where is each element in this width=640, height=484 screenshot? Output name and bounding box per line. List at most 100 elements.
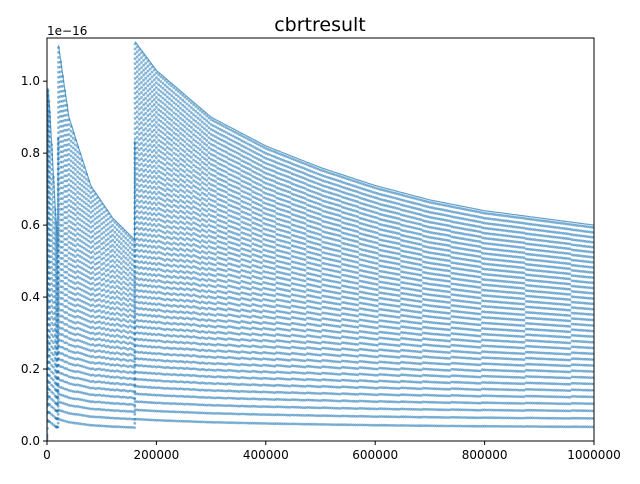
data-point — [144, 168, 148, 172]
data-point — [95, 400, 99, 404]
data-point — [74, 244, 77, 248]
data-point — [61, 372, 64, 376]
data-point — [104, 285, 108, 288]
data-point — [48, 342, 52, 346]
data-point — [78, 157, 82, 161]
data-point — [122, 388, 125, 392]
data-point — [71, 156, 75, 160]
data-point — [74, 178, 77, 181]
data-point — [67, 162, 71, 166]
data-point — [183, 120, 187, 124]
data-point — [67, 362, 71, 365]
data-point — [82, 257, 86, 261]
data-point — [130, 325, 134, 329]
data-point — [71, 315, 75, 318]
data-point — [89, 355, 93, 359]
data-point — [87, 297, 90, 301]
data-point — [74, 271, 77, 275]
data-point — [207, 131, 211, 135]
data-point — [87, 239, 90, 243]
data-point — [67, 278, 71, 282]
data-point — [71, 292, 75, 295]
data-point — [163, 143, 167, 147]
data-point — [150, 105, 154, 108]
data-point — [87, 281, 90, 285]
data-point — [113, 250, 117, 254]
data-point — [67, 411, 71, 415]
data-point — [76, 376, 79, 380]
data-point — [61, 99, 64, 103]
data-point — [95, 231, 99, 234]
data-point — [59, 155, 62, 159]
data-point — [109, 245, 112, 249]
data-point — [65, 420, 69, 423]
data-point — [52, 329, 55, 333]
data-point — [48, 140, 52, 144]
data-point — [69, 350, 73, 353]
data-point — [78, 422, 82, 426]
data-point — [111, 259, 114, 262]
data-point — [78, 223, 82, 227]
data-point — [176, 114, 180, 118]
data-point — [76, 397, 79, 401]
data-point — [214, 185, 217, 188]
data-point — [63, 138, 67, 142]
data-point — [128, 302, 132, 306]
data-point — [155, 125, 158, 129]
data-point — [192, 108, 196, 111]
data-point — [59, 207, 62, 211]
data-point — [144, 184, 148, 188]
data-point — [87, 308, 90, 312]
data-point — [135, 146, 139, 150]
data-point — [78, 398, 82, 401]
data-point — [106, 242, 110, 246]
data-point — [82, 406, 86, 410]
data-point — [52, 414, 55, 418]
data-point — [117, 286, 121, 289]
data-point — [200, 115, 204, 119]
data-point — [82, 284, 86, 288]
data-point — [65, 305, 69, 309]
data-point — [205, 139, 209, 142]
data-point — [185, 122, 189, 126]
data-point — [93, 338, 97, 342]
data-point — [163, 148, 167, 152]
data-point — [176, 190, 180, 194]
data-point — [98, 255, 101, 259]
data-point — [65, 317, 69, 320]
data-point — [198, 219, 202, 223]
data-point — [155, 141, 158, 144]
data-point — [78, 218, 82, 221]
data-point — [152, 159, 156, 163]
data-point — [102, 387, 106, 391]
data-point — [57, 289, 60, 292]
data-point — [104, 243, 108, 247]
data-point — [100, 387, 104, 391]
data-point — [48, 388, 52, 392]
data-point — [67, 325, 71, 328]
data-point — [57, 80, 60, 84]
data-point — [157, 108, 161, 111]
data-point — [168, 102, 171, 106]
data-point — [74, 287, 77, 291]
data-point — [140, 81, 143, 84]
data-point — [100, 394, 104, 397]
data-point — [82, 175, 86, 179]
data-point — [67, 147, 71, 151]
data-point — [130, 396, 134, 400]
data-point — [115, 263, 119, 267]
data-point — [214, 210, 217, 214]
data-point — [115, 381, 119, 385]
data-point — [87, 386, 90, 389]
data-point — [124, 364, 128, 368]
data-point — [150, 115, 154, 118]
data-point — [85, 227, 88, 231]
data-point — [104, 375, 108, 379]
data-point — [48, 361, 52, 365]
data-point — [115, 401, 119, 405]
data-point — [67, 203, 71, 207]
data-point — [80, 288, 84, 292]
data-point — [111, 290, 114, 294]
data-point — [196, 141, 200, 145]
data-point — [63, 211, 67, 214]
